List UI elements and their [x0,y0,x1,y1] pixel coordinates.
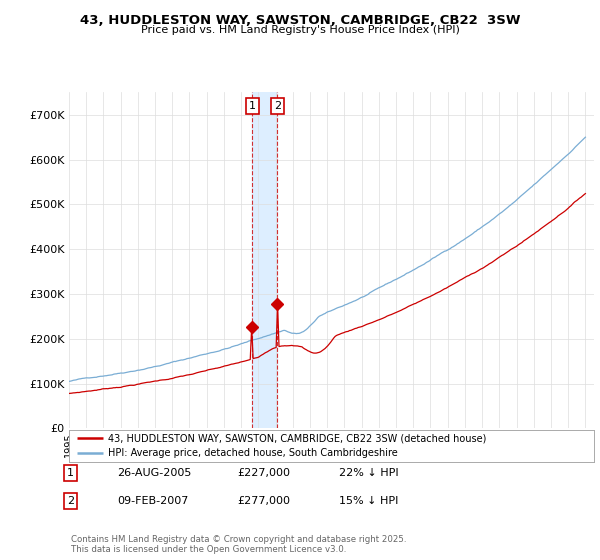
Text: £277,000: £277,000 [237,496,290,506]
Text: 15% ↓ HPI: 15% ↓ HPI [339,496,398,506]
Bar [253,92,277,428]
Text: Contains HM Land Registry data © Crown copyright and database right 2025.
This d: Contains HM Land Registry data © Crown c… [71,535,406,554]
Text: HPI: Average price, detached house, South Cambridgeshire: HPI: Average price, detached house, Sout… [109,448,398,458]
Text: 1: 1 [249,101,256,111]
Text: 43, HUDDLESTON WAY, SAWSTON, CAMBRIDGE, CB22  3SW: 43, HUDDLESTON WAY, SAWSTON, CAMBRIDGE, … [80,14,520,27]
Text: 09-FEB-2007: 09-FEB-2007 [117,496,188,506]
Text: 26-AUG-2005: 26-AUG-2005 [117,468,191,478]
Text: 2: 2 [274,101,281,111]
Text: 22% ↓ HPI: 22% ↓ HPI [339,468,398,478]
Text: Price paid vs. HM Land Registry's House Price Index (HPI): Price paid vs. HM Land Registry's House … [140,25,460,35]
Text: 2: 2 [67,496,74,506]
Text: £227,000: £227,000 [237,468,290,478]
Text: 1: 1 [67,468,74,478]
Text: 43, HUDDLESTON WAY, SAWSTON, CAMBRIDGE, CB22 3SW (detached house): 43, HUDDLESTON WAY, SAWSTON, CAMBRIDGE, … [109,433,487,444]
